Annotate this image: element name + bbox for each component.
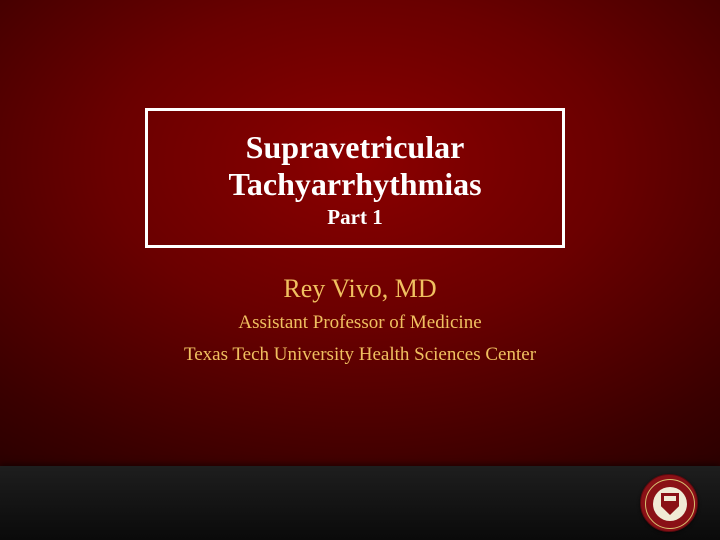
seal-outer-ring [640,474,698,532]
author-name: Rey Vivo, MD [0,274,720,304]
bottom-bar [0,466,720,540]
university-seal [640,474,698,532]
title-subtitle: Part 1 [168,205,542,229]
author-org: Texas Tech University Health Sciences Ce… [0,344,720,366]
title-line-1: Supravetricular [168,129,542,166]
author-role: Assistant Professor of Medicine [0,312,720,334]
shield-icon [661,493,679,515]
slide: Supravetricular Tachyarrhythmias Part 1 … [0,0,720,540]
title-box: Supravetricular Tachyarrhythmias Part 1 [145,108,565,248]
title-line-2: Tachyarrhythmias [168,166,542,203]
author-block: Rey Vivo, MD Assistant Professor of Medi… [0,274,720,366]
seal-inner-circle [653,487,687,521]
